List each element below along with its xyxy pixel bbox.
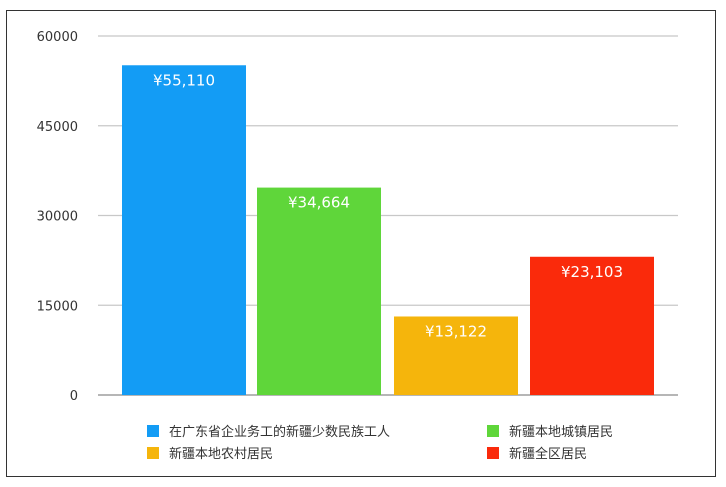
data-labels: ¥55,110 ¥34,664 ¥13,122 ¥23,103 (153, 71, 623, 340)
bar-4 (530, 256, 654, 395)
data-label: ¥13,122 (425, 322, 487, 340)
legend-label: 在广东省企业务工的新疆少数民族工人 (169, 424, 390, 440)
y-tick-label: 45000 (37, 120, 78, 135)
legend-swatch (147, 447, 159, 459)
legend-swatch (487, 447, 499, 459)
bars (122, 65, 654, 396)
bar-2 (257, 187, 381, 395)
data-label: ¥23,103 (561, 263, 623, 281)
legend-label: 新疆本地农村居民 (169, 446, 273, 462)
bar-1 (122, 65, 246, 396)
y-tick-label: 15000 (37, 299, 78, 314)
data-label: ¥55,110 (153, 71, 215, 89)
legend-swatch (487, 425, 499, 437)
y-tick-label: 30000 (37, 210, 78, 225)
legend-label: 新疆全区居民 (509, 446, 587, 462)
data-label: ¥34,664 (288, 194, 350, 212)
y-axis-ticks: 0 15000 30000 45000 60000 (37, 30, 78, 404)
bar-3 (394, 316, 518, 395)
legend-swatch (147, 425, 159, 437)
legend-label: 新疆本地城镇居民 (509, 424, 613, 440)
y-tick-label: 0 (70, 389, 78, 404)
y-tick-label: 60000 (37, 30, 78, 45)
